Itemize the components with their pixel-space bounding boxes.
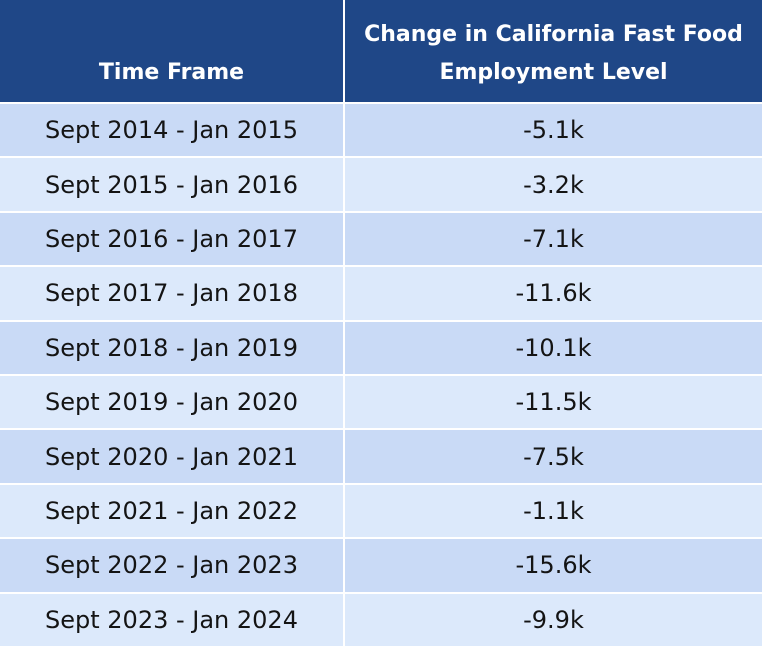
time-frame-cell: Sept 2017 - Jan 2018 — [0, 267, 345, 320]
change-cell: -1.1k — [523, 496, 584, 525]
change-cell: -10.1k — [515, 333, 592, 362]
header-row: Time Frame Change in California Fast Food… — [0, 0, 762, 102]
table-row: Sept 2022 - Jan 2023 -15.6k — [0, 537, 762, 592]
change-cell: -11.6k — [515, 279, 592, 308]
change-cell: -7.1k — [523, 224, 584, 253]
change-cell: -9.9k — [523, 605, 584, 634]
table-row: Sept 2020 - Jan 2021 -7.5k — [0, 428, 762, 483]
time-frame-cell: Sept 2019 - Jan 2020 — [0, 375, 345, 429]
table-row: Sept 2014 - Jan 2015 -5.1k — [0, 102, 762, 157]
table-row: Sept 2023 - Jan 2024 -9.9k — [0, 591, 762, 646]
table-row: Sept 2017 - Jan 2018 -11.6k — [0, 265, 762, 320]
time-frame-cell: Sept 2020 - Jan 2021 — [0, 430, 345, 483]
table-row: Sept 2021 - Jan 2022 -1.1k — [0, 482, 762, 538]
header-cell: Change in California Fast Food Employmen… — [364, 22, 743, 85]
time-frame-cell: Sept 2023 - Jan 2024 — [0, 593, 345, 646]
table-row: Sept 2015 - Jan 2016 -3.2k — [0, 156, 762, 211]
table-row: Sept 2016 - Jan 2017 -7.1k — [0, 210, 762, 266]
change-cell: -5.1k — [523, 116, 584, 145]
time-frame-cell: Sept 2015 - Jan 2016 — [0, 158, 345, 211]
time-frame-cell: Sept 2021 - Jan 2022 — [0, 484, 345, 538]
time-frame-cell: Sept 2014 - Jan 2015 — [0, 104, 345, 157]
time-frame-cell: Sept 2018 - Jan 2019 — [0, 321, 345, 374]
change-cell: -11.5k — [515, 388, 592, 417]
change-cell: -3.2k — [523, 170, 584, 199]
time-frame-cell: Sept 2022 - Jan 2023 — [0, 539, 345, 592]
table-row: Sept 2019 - Jan 2020 -11.5k — [0, 373, 762, 429]
change-cell: -15.6k — [515, 551, 592, 580]
change-cell: -7.5k — [523, 442, 584, 471]
header-cell: Time Frame — [0, 0, 345, 102]
table-row: Sept 2018 - Jan 2019 -10.1k — [0, 319, 762, 374]
time-frame-cell: Sept 2016 - Jan 2017 — [0, 212, 345, 266]
